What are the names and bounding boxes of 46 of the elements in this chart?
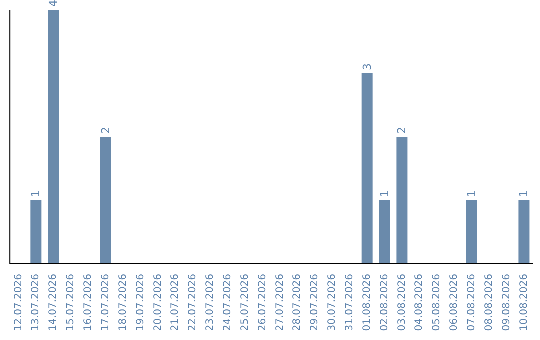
- x-tick-label: 12.07.2026: [13, 274, 24, 332]
- x-tick-label: 02.08.2026: [379, 274, 390, 332]
- data-label: 1: [518, 190, 531, 198]
- x-tick-label: 22.07.2026: [188, 274, 199, 332]
- x-tick-label: 15.07.2026: [66, 274, 77, 332]
- x-tick-label: 31.07.2026: [344, 274, 356, 332]
- x-tick-label: 25.07.2026: [240, 274, 251, 332]
- data-label: 3: [360, 64, 374, 70]
- x-tick-label: 04.08.2026: [414, 274, 426, 332]
- bar: [100, 137, 112, 264]
- x-tick-label: 29.07.2026: [310, 274, 321, 332]
- x-tick-label: 30.07.2026: [327, 274, 338, 332]
- x-tick-label: 17.07.2026: [100, 274, 112, 332]
- bar: [30, 200, 42, 264]
- x-tick-label: 13.07.2026: [30, 274, 42, 332]
- x-tick-label: 07.08.2026: [466, 274, 478, 332]
- x-tick-label: 05.08.2026: [432, 274, 443, 332]
- x-tick-label: 03.08.2026: [396, 274, 408, 332]
- bar: [379, 200, 390, 264]
- x-tick-label: 09.08.2026: [501, 274, 512, 332]
- data-label: 2: [396, 127, 409, 134]
- x-tick-label: 16.07.2026: [83, 274, 94, 332]
- x-tick-label: 28.07.2026: [292, 274, 304, 332]
- x-tick-label: 24.07.2026: [222, 274, 234, 332]
- x-tick-label: 27.07.2026: [274, 274, 286, 332]
- bar: [362, 74, 373, 264]
- bar: [466, 200, 478, 264]
- bar: [518, 200, 530, 264]
- x-tick-label: 14.07.2026: [48, 274, 60, 332]
- x-tick-label: 10.08.2026: [518, 274, 530, 332]
- data-label: 1: [30, 190, 43, 198]
- data-label: 1: [465, 190, 478, 198]
- x-tick-label: 23.07.2026: [205, 274, 216, 332]
- bar: [48, 10, 60, 264]
- data-label: 1: [378, 190, 392, 198]
- x-tick-label: 21.07.2026: [170, 274, 182, 332]
- x-tick-label: 18.07.2026: [118, 274, 129, 332]
- data-label: 2: [99, 127, 112, 134]
- x-tick-label: 19.07.2026: [135, 274, 146, 332]
- x-tick-label: 08.08.2026: [484, 274, 495, 332]
- bar: [396, 137, 408, 264]
- x-tick-label: 06.08.2026: [449, 274, 460, 332]
- x-tick-label: 01.08.2026: [362, 274, 373, 332]
- x-tick-label: 26.07.2026: [257, 274, 268, 332]
- x-tick-label: 20.07.2026: [152, 274, 164, 332]
- data-label: 4: [47, 0, 60, 7]
